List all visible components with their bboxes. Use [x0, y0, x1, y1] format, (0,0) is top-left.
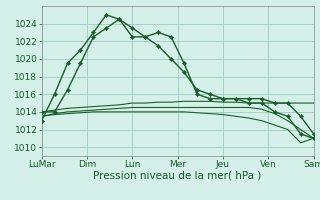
X-axis label: Pression niveau de la mer( hPa ): Pression niveau de la mer( hPa ) — [93, 171, 262, 181]
